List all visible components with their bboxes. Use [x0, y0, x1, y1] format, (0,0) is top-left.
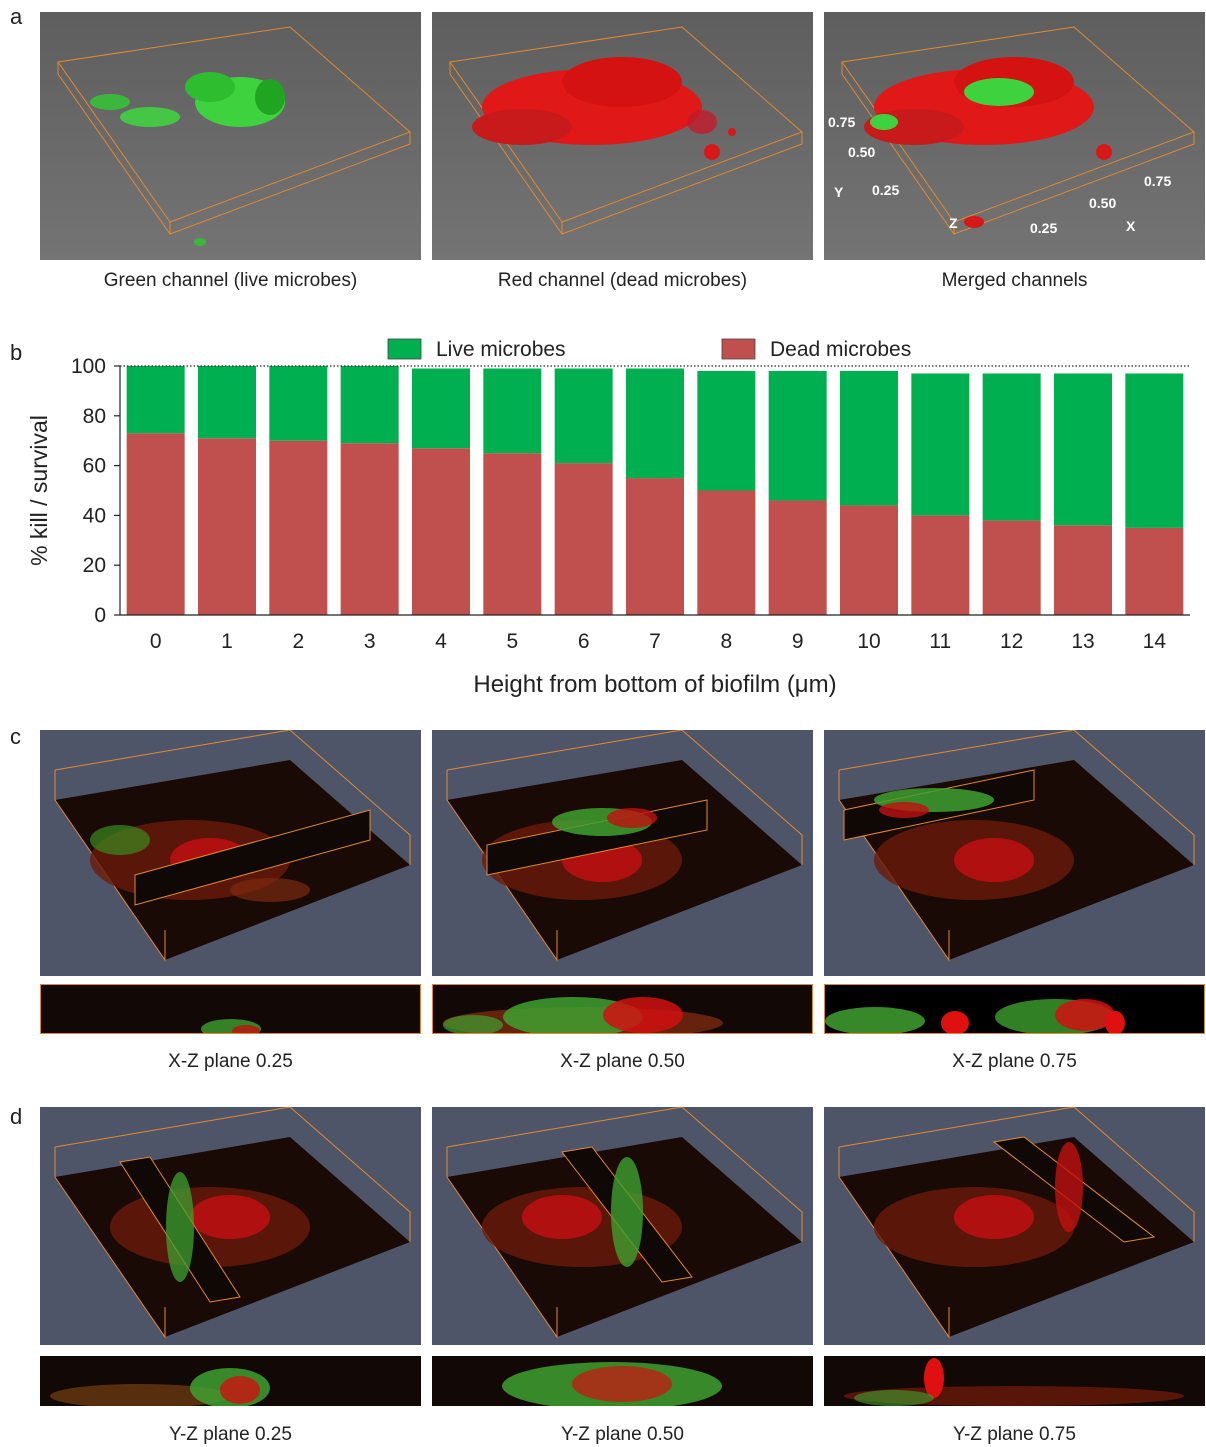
y-tick-050: 0.50 — [848, 144, 876, 160]
x-axis-label: X — [1126, 218, 1136, 234]
bar-dead-4 — [412, 448, 470, 615]
caption-xz-050: X-Z plane 0.50 — [560, 1051, 685, 1072]
bar-live-3 — [340, 366, 399, 444]
xz-slice-render-075 — [824, 730, 1205, 976]
x-tick-label: 12 — [1000, 630, 1023, 653]
bar-dead-1 — [198, 438, 256, 615]
x-tick-label: 9 — [792, 630, 804, 653]
z-axis-label: Z — [949, 215, 958, 231]
x-tick-label: 2 — [292, 630, 304, 653]
y-tick-label: 60 — [83, 455, 106, 478]
bar-live-9 — [768, 370, 827, 501]
bar-live-5 — [483, 368, 542, 454]
bar-dead-12 — [982, 520, 1041, 615]
caption-merged-channels: Merged channels — [941, 270, 1088, 291]
x-tick-label: 7 — [649, 630, 661, 653]
y-axis-label: % kill / survival — [26, 415, 52, 566]
panel-letter-d: d — [10, 1104, 23, 1129]
bar-live-7 — [626, 368, 684, 479]
yz-slice-render-050 — [432, 1107, 813, 1345]
bar-dead-13 — [1054, 525, 1112, 615]
caption-red-channel: Red channel (dead microbes) — [497, 270, 748, 291]
bar-live-10 — [840, 370, 898, 506]
bar-live-12 — [982, 373, 1041, 521]
caption-green-channel: Green channel (live microbes) — [103, 270, 358, 291]
x-tick-label: 5 — [506, 630, 518, 653]
legend-label-live: Live microbes — [436, 338, 566, 361]
y-tick-075: 0.75 — [828, 114, 856, 130]
x-tick-label: 11 — [929, 630, 951, 653]
bar-dead-3 — [340, 443, 399, 615]
bar-dead-14 — [1125, 527, 1184, 615]
bar-dead-11 — [911, 515, 970, 615]
yz-slice-render-075 — [824, 1107, 1205, 1345]
bar-live-0 — [126, 366, 185, 434]
yz-plane-strip-075 — [824, 1356, 1205, 1406]
panel-letter-a: a — [10, 4, 23, 29]
y-tick-label: 80 — [83, 405, 106, 428]
xz-plane-strip-025 — [40, 984, 421, 1034]
xz-slice-render-050 — [432, 730, 813, 976]
bar-dead-6 — [554, 463, 613, 615]
y-tick-label: 40 — [83, 504, 106, 527]
bar-dead-9 — [768, 500, 827, 615]
bar-dead-10 — [840, 505, 898, 615]
legend-label-dead: Dead microbes — [770, 338, 911, 361]
y-tick-025: 0.25 — [872, 182, 900, 198]
yz-plane-strip-050 — [432, 1356, 813, 1406]
x-tick-label: 6 — [578, 630, 590, 653]
bar-live-4 — [412, 368, 470, 449]
y-axis-label: Y — [834, 184, 844, 200]
caption-yz-075: Y-Z plane 0.75 — [953, 1424, 1076, 1445]
x-tick-050: 0.50 — [1089, 195, 1117, 211]
xz-plane-strip-075 — [824, 984, 1205, 1034]
y-tick-label: 0 — [94, 604, 106, 627]
y-tick-label: 20 — [83, 554, 106, 577]
x-tick-label: 14 — [1143, 630, 1167, 653]
x-tick-label: 10 — [857, 630, 880, 653]
bar-dead-7 — [626, 478, 684, 615]
legend-swatch-dead — [721, 338, 756, 360]
merged-channels-render: 0.75 0.50 0.25 Y 0.75 0.50 0.25 X Z — [824, 12, 1205, 260]
y-tick-label: 100 — [71, 355, 106, 378]
x-tick-label: 3 — [364, 630, 376, 653]
caption-xz-075: X-Z plane 0.75 — [952, 1051, 1077, 1072]
bar-live-2 — [269, 366, 328, 441]
legend-swatch-live — [387, 338, 422, 360]
bar-live-11 — [911, 373, 970, 516]
caption-xz-025: X-Z plane 0.25 — [168, 1051, 293, 1072]
x-tick-075: 0.75 — [1144, 173, 1172, 189]
bar-dead-2 — [269, 440, 328, 615]
x-tick-label: 1 — [221, 630, 233, 653]
bar-dead-5 — [483, 453, 542, 615]
bar-live-13 — [1054, 373, 1112, 526]
bar-live-1 — [198, 366, 256, 439]
caption-yz-025: Y-Z plane 0.25 — [169, 1424, 292, 1445]
bar-live-6 — [554, 368, 613, 464]
x-tick-label: 0 — [150, 630, 162, 653]
x-axis-label: Height from bottom of biofilm (μm) — [473, 671, 836, 698]
x-tick-label: 4 — [435, 630, 447, 653]
yz-slice-render-025 — [40, 1107, 421, 1345]
red-channel-render — [432, 12, 813, 260]
x-tick-label: 13 — [1071, 630, 1094, 653]
x-tick-label: 8 — [720, 630, 732, 653]
caption-yz-050: Y-Z plane 0.50 — [561, 1424, 684, 1445]
panel-letter-c: c — [10, 724, 21, 749]
xz-slice-render-025 — [40, 730, 421, 976]
yz-plane-strip-025 — [40, 1356, 421, 1406]
bar-live-8 — [697, 370, 756, 491]
bar-dead-0 — [126, 433, 185, 615]
x-tick-025: 0.25 — [1030, 220, 1058, 236]
bar-live-14 — [1125, 373, 1184, 528]
green-channel-render — [40, 12, 421, 260]
xz-plane-strip-050 — [432, 984, 813, 1034]
panel-letter-b: b — [10, 340, 23, 365]
bar-dead-8 — [697, 490, 756, 615]
